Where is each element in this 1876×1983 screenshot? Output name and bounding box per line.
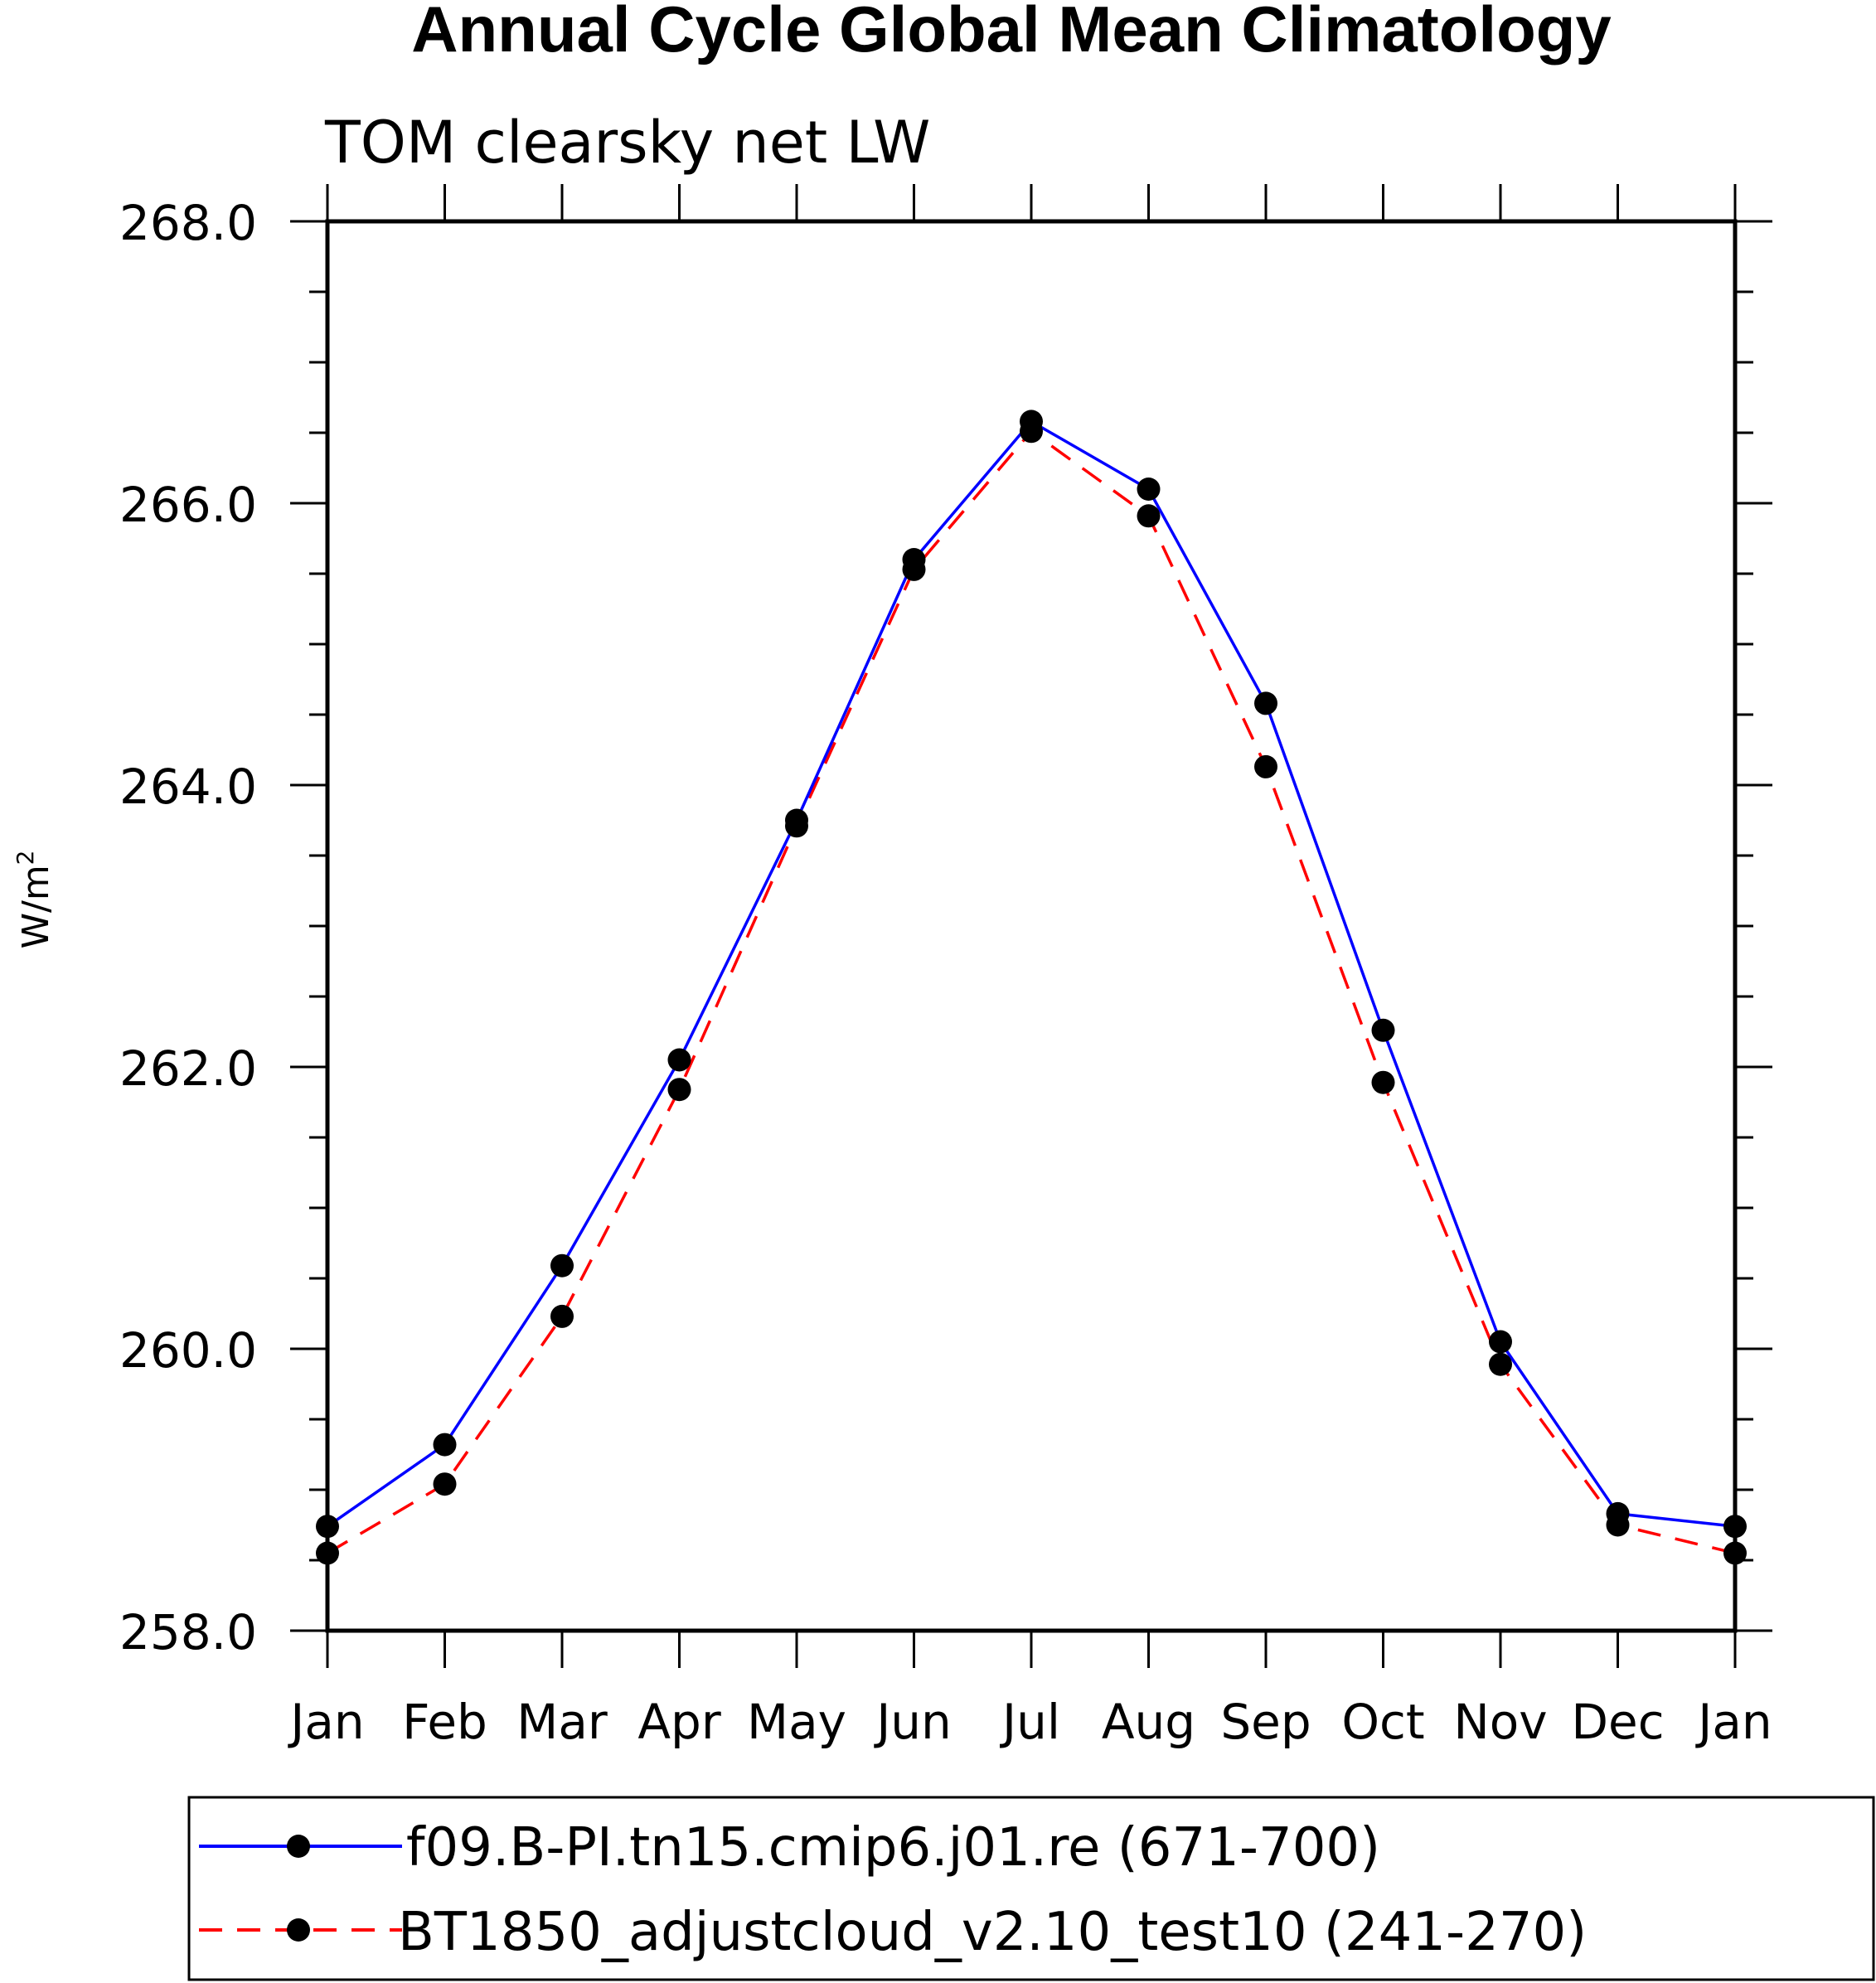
x-tick-label: Dec: [1571, 1694, 1664, 1750]
y-tick-label: 258.0: [119, 1604, 257, 1661]
x-tick-label: Apr: [637, 1694, 720, 1750]
series-2-point: [1489, 1352, 1512, 1376]
x-tick-label: Jan: [1695, 1694, 1772, 1750]
y-axis-label-superscript: 2: [12, 850, 39, 865]
legend-label-series-2: BT1850_adjustcloud_v2.10_test10 (241-270…: [398, 1902, 1587, 1963]
series-line-2: [327, 429, 1736, 1555]
y-axis-label-text: W/m: [15, 865, 57, 948]
series-1-point: [1489, 1330, 1512, 1354]
chart-subtitle: TOM clearsky net LW: [324, 109, 930, 177]
axis-ticks: [290, 184, 1772, 1668]
series-1-point: [1723, 1515, 1747, 1539]
series-2-point: [1371, 1070, 1395, 1094]
y-tick-label: 260.0: [119, 1322, 257, 1379]
x-tick-label: Feb: [402, 1694, 487, 1750]
legend: f09.B-PI.tn15.cmip6.j01.re (671-700) BT1…: [187, 1796, 1875, 1981]
y-axis-label: W/m2: [12, 850, 57, 948]
x-tick-labels: Jan Feb Mar Apr May Jun Jul Aug Sep Oct Nov Dec Jan: [288, 1694, 1772, 1750]
legend-box: [187, 1796, 1875, 1981]
x-tick-label: Mar: [516, 1694, 608, 1750]
x-tick-label: Jun: [874, 1694, 952, 1750]
series-2-point: [1723, 1541, 1747, 1565]
legend-marker-series-1: [287, 1835, 310, 1858]
series-1-point: [667, 1048, 691, 1072]
x-tick-label: Sep: [1220, 1694, 1311, 1750]
series-2-point: [550, 1304, 574, 1328]
series-1-point: [1254, 691, 1277, 715]
legend-marker-series-2: [287, 1918, 310, 1942]
series-2-point: [1606, 1513, 1630, 1537]
chart-title: Annual Cycle Global Mean Climatology: [411, 0, 1612, 65]
y-tick-label: 264.0: [119, 759, 257, 815]
series-2-point: [433, 1472, 457, 1496]
legend-label-series-1: f09.B-PI.tn15.cmip6.j01.re (671-700): [406, 1817, 1380, 1879]
series-markers: [316, 410, 1747, 1565]
series-1-point: [1371, 1018, 1395, 1042]
series-2-point: [667, 1078, 691, 1102]
y-tick-label: 262.0: [119, 1040, 257, 1097]
series-2-point: [1254, 754, 1277, 778]
series-lines: [326, 419, 1736, 1555]
x-tick-label: Jan: [288, 1694, 364, 1750]
plot-frame: [325, 219, 1738, 1633]
series-1-point: [316, 1515, 339, 1539]
x-tick-label: May: [747, 1694, 846, 1750]
x-tick-label: Oct: [1341, 1694, 1424, 1750]
y-tick-label: 268.0: [119, 195, 257, 251]
series-2-point: [785, 814, 808, 838]
x-tick-label: Nov: [1453, 1694, 1547, 1750]
series-2-point: [316, 1541, 339, 1565]
x-tick-label: Aug: [1102, 1694, 1195, 1750]
series-line-1: [326, 419, 1736, 1528]
series-1-point: [433, 1433, 457, 1457]
x-tick-label: Jul: [1000, 1694, 1060, 1750]
series-1-point: [1137, 478, 1161, 501]
y-tick-label: 266.0: [119, 477, 257, 533]
series-2-point: [1020, 419, 1043, 444]
y-tick-labels: 258.0 260.0 262.0 264.0 266.0 268.0: [119, 195, 257, 1661]
series-2-point: [1137, 504, 1161, 528]
series-1-point: [550, 1253, 574, 1278]
series-2-point: [902, 557, 926, 581]
